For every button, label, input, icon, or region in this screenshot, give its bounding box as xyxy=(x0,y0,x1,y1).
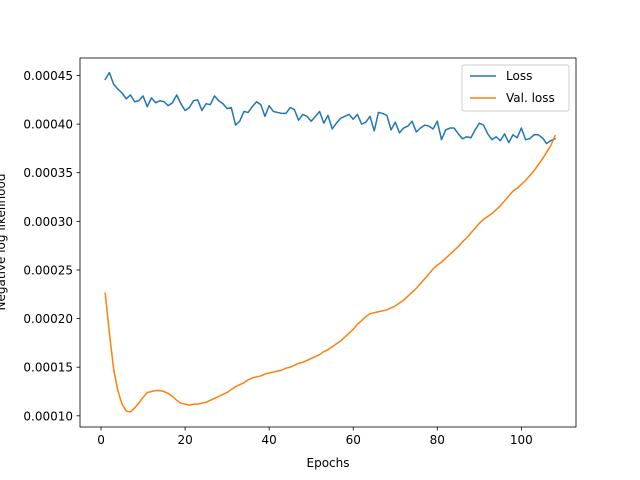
x-tick-label: 80 xyxy=(430,433,445,447)
y-axis: 0.00010 0.00015 0.00020 0.00025 0.00030 0.000… xyxy=(23,69,80,423)
y-tick-label: 0.00045 xyxy=(23,69,73,83)
y-tick-label: 0.00015 xyxy=(23,361,73,375)
x-tick-label: 60 xyxy=(346,433,361,447)
y-tick-label: 0.00025 xyxy=(23,263,73,277)
plot-area xyxy=(80,58,576,427)
series-line-val-loss xyxy=(104,134,556,413)
x-axis-title: Epochs xyxy=(307,456,350,470)
series-line-loss xyxy=(104,71,556,145)
x-tick-label: 40 xyxy=(262,433,277,447)
legend-label-loss: Loss xyxy=(506,69,532,83)
y-tick-label: 0.00030 xyxy=(23,215,73,229)
series-layer xyxy=(104,71,556,413)
x-tick-label: 0 xyxy=(97,433,105,447)
x-tick-label: 100 xyxy=(510,433,533,447)
x-tick-label: 20 xyxy=(177,433,192,447)
legend-label-val-loss: Val. loss xyxy=(506,91,555,105)
y-tick-label: 0.00010 xyxy=(23,409,73,423)
y-tick-label: 0.00040 xyxy=(23,118,73,132)
y-axis-title: Negative log likelihood xyxy=(0,174,8,311)
plot-frame xyxy=(79,57,577,428)
y-tick-label: 0.00035 xyxy=(23,166,73,180)
y-tick-label: 0.00020 xyxy=(23,312,73,326)
legend: Loss Val. loss xyxy=(461,64,570,112)
x-axis: 0 20 40 60 80 100 xyxy=(97,427,533,447)
